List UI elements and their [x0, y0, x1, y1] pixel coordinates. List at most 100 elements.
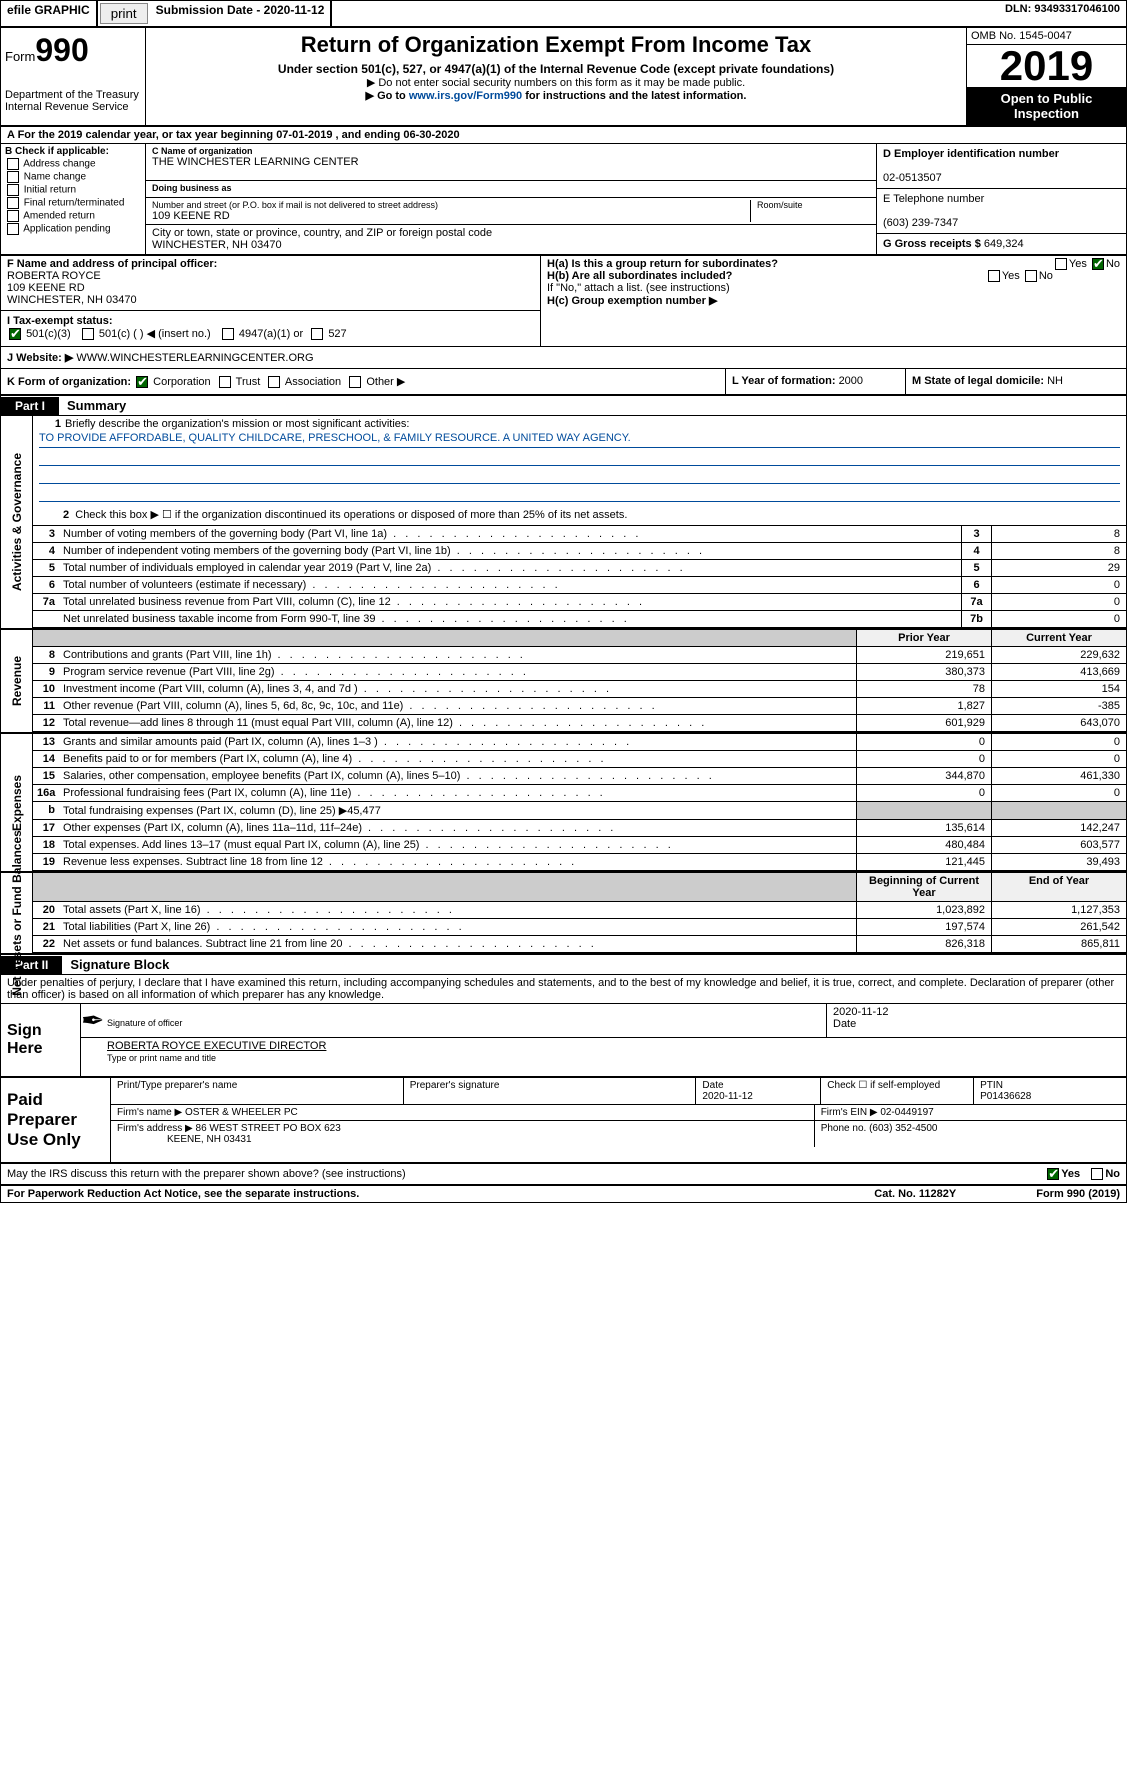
preparer-sig-col: Preparer's signature — [404, 1078, 697, 1104]
tax-exempt-label: I Tax-exempt status: — [7, 315, 113, 327]
section-governance: Activities & Governance 1Briefly describ… — [1, 416, 1126, 630]
chk-initial-return[interactable]: Initial return — [5, 184, 141, 196]
box-m: M State of legal domicile: NH — [906, 369, 1126, 394]
org-name-label: C Name of organization — [152, 146, 870, 156]
sign-date-field: 2020-11-12 Date — [826, 1004, 1126, 1037]
chk-other[interactable] — [349, 376, 361, 388]
form-prefix: Form — [5, 49, 35, 64]
row-klm: K Form of organization: Corporation Trus… — [1, 369, 1126, 396]
summary-line: 19Revenue less expenses. Subtract line 1… — [33, 854, 1126, 871]
mission-text: TO PROVIDE AFFORDABLE, QUALITY CHILDCARE… — [39, 430, 1120, 448]
goto-post: for instructions and the latest informat… — [522, 90, 746, 102]
hb-label: H(b) Are all subordinates included? — [547, 270, 732, 282]
chk-501c3[interactable] — [9, 328, 21, 340]
street-value: 109 KEENE RD — [152, 210, 750, 222]
signature-block: Sign Here ✒ Signature of officer 2020-11… — [1, 1004, 1126, 1078]
form-id-box: Form990 Department of the Treasury Inter… — [1, 28, 146, 125]
box-c: C Name of organization THE WINCHESTER LE… — [146, 144, 876, 254]
chk-association[interactable] — [268, 376, 280, 388]
part-2-header: Part II Signature Block — [1, 955, 1126, 975]
form-header: Form990 Department of the Treasury Inter… — [1, 28, 1126, 127]
chk-amended-return[interactable]: Amended return — [5, 210, 141, 222]
city-label: City or town, state or province, country… — [152, 227, 870, 239]
form-990-page: efile GRAPHIC print Submission Date - 20… — [0, 0, 1127, 1203]
officer-addr1: 109 KEENE RD — [7, 282, 85, 294]
firm-phone-cell: Phone no. (603) 352-4500 — [815, 1121, 1126, 1147]
vlabel-net-assets: Net Assets or Fund Balances — [1, 873, 33, 953]
paid-preparer-label: Paid Preparer Use Only — [1, 1078, 111, 1162]
sign-here-label: Sign Here — [1, 1004, 81, 1076]
discuss-no[interactable] — [1091, 1168, 1103, 1180]
state-domicile: NH — [1047, 375, 1063, 387]
section-net-assets: Net Assets or Fund Balances Beginning of… — [1, 873, 1126, 955]
dept-label: Department of the Treasury Internal Reve… — [5, 89, 141, 113]
box-h: H(a) Is this a group return for subordin… — [541, 256, 1126, 346]
box-b-lead: B Check if applicable: — [5, 146, 109, 157]
preparer-name-col: Print/Type preparer's name — [111, 1078, 404, 1104]
form-subtitle-1: Under section 501(c), 527, or 4947(a)(1)… — [154, 62, 958, 76]
officer-addr2: WINCHESTER, NH 03470 — [7, 294, 137, 306]
irs-link[interactable]: www.irs.gov/Form990 — [409, 90, 522, 102]
summary-line: Net unrelated business taxable income fr… — [33, 611, 1126, 628]
summary-line: 12Total revenue—add lines 8 through 11 (… — [33, 715, 1126, 732]
ha-no[interactable] — [1092, 258, 1104, 270]
firm-addr-cell: Firm's address ▶ 86 WEST STREET PO BOX 6… — [111, 1121, 815, 1147]
row-f-h: F Name and address of principal officer:… — [1, 256, 1126, 347]
col-prior-year: Prior Year — [856, 630, 991, 646]
line-1-mission: 1Briefly describe the organization's mis… — [33, 416, 1126, 504]
chk-527[interactable] — [311, 328, 323, 340]
summary-line: 5Total number of individuals employed in… — [33, 560, 1126, 577]
hb-yes[interactable] — [988, 270, 1000, 282]
summary-line: 14Benefits paid to or for members (Part … — [33, 751, 1126, 768]
chk-corporation[interactable] — [136, 376, 148, 388]
officer-signature-field[interactable]: Signature of officer — [101, 1004, 826, 1037]
vlabel-revenue: Revenue — [1, 630, 33, 732]
hb-no[interactable] — [1025, 270, 1037, 282]
dln-value: 93493317046100 — [1034, 3, 1120, 15]
chk-trust[interactable] — [219, 376, 231, 388]
hb-note: If "No," attach a list. (see instruction… — [547, 282, 1120, 294]
summary-line: 16aProfessional fundraising fees (Part I… — [33, 785, 1126, 802]
discuss-yes[interactable] — [1047, 1168, 1059, 1180]
box-b: B Check if applicable: Address change Na… — [1, 144, 146, 254]
paid-preparer-block: Paid Preparer Use Only Print/Type prepar… — [1, 1078, 1126, 1164]
open-to-public: Open to Public Inspection — [967, 87, 1126, 125]
firm-ein-cell: Firm's EIN ▶ 02-0449197 — [815, 1105, 1126, 1120]
discuss-question: May the IRS discuss this return with the… — [7, 1168, 406, 1180]
officer-name-field: ROBERTA ROYCE EXECUTIVE DIRECTOR Type or… — [101, 1038, 1126, 1066]
dba-label: Doing business as — [146, 180, 876, 195]
gross-receipts-value: 649,324 — [984, 238, 1024, 250]
room-label: Room/suite — [757, 200, 870, 210]
footer-left: For Paperwork Reduction Act Notice, see … — [7, 1188, 874, 1200]
perjury-statement: Under penalties of perjury, I declare th… — [1, 975, 1126, 1004]
form-right-box: OMB No. 1545-0047 2019 Open to Public In… — [966, 28, 1126, 125]
summary-line: 22Net assets or fund balances. Subtract … — [33, 936, 1126, 953]
city-value: WINCHESTER, NH 03470 — [152, 239, 870, 251]
officer-label: F Name and address of principal officer: — [7, 258, 217, 270]
chk-application-pending[interactable]: Application pending — [5, 223, 141, 235]
line-16b: b Total fundraising expenses (Part IX, c… — [33, 802, 1126, 820]
submission-date-label: Submission Date - — [156, 3, 264, 17]
submission-date: 2020-11-12 — [264, 3, 325, 17]
website-label: J Website: ▶ — [7, 352, 76, 364]
website-value: WWW.WINCHESTERLEARNINGCENTER.ORG — [76, 352, 313, 364]
chk-name-change[interactable]: Name change — [5, 171, 141, 183]
chk-final-return[interactable]: Final return/terminated — [5, 197, 141, 209]
pen-icon: ✒ — [81, 1004, 101, 1037]
summary-line: 6Total number of volunteers (estimate if… — [33, 577, 1126, 594]
rev-col-header: Prior Year Current Year — [33, 630, 1126, 647]
row-i: I Tax-exempt status: 501(c)(3) 501(c) ( … — [1, 310, 540, 344]
summary-line: 17Other expenses (Part IX, column (A), l… — [33, 820, 1126, 837]
print-button[interactable]: print — [100, 3, 148, 24]
chk-address-change[interactable]: Address change — [5, 158, 141, 170]
nab-col-header: Beginning of Current Year End of Year — [33, 873, 1126, 902]
firm-name-cell: Firm's name ▶ OSTER & WHEELER PC — [111, 1105, 815, 1120]
ha-yes[interactable] — [1055, 258, 1067, 270]
chk-501c[interactable] — [82, 328, 94, 340]
submission-date-cell: Submission Date - 2020-11-12 — [150, 1, 333, 26]
summary-line: 20Total assets (Part X, line 16)1,023,89… — [33, 902, 1126, 919]
chk-4947[interactable] — [222, 328, 234, 340]
gross-receipts-label: G Gross receipts $ — [883, 238, 984, 250]
dln-label: DLN: — [1005, 3, 1034, 15]
summary-line: 7aTotal unrelated business revenue from … — [33, 594, 1126, 611]
